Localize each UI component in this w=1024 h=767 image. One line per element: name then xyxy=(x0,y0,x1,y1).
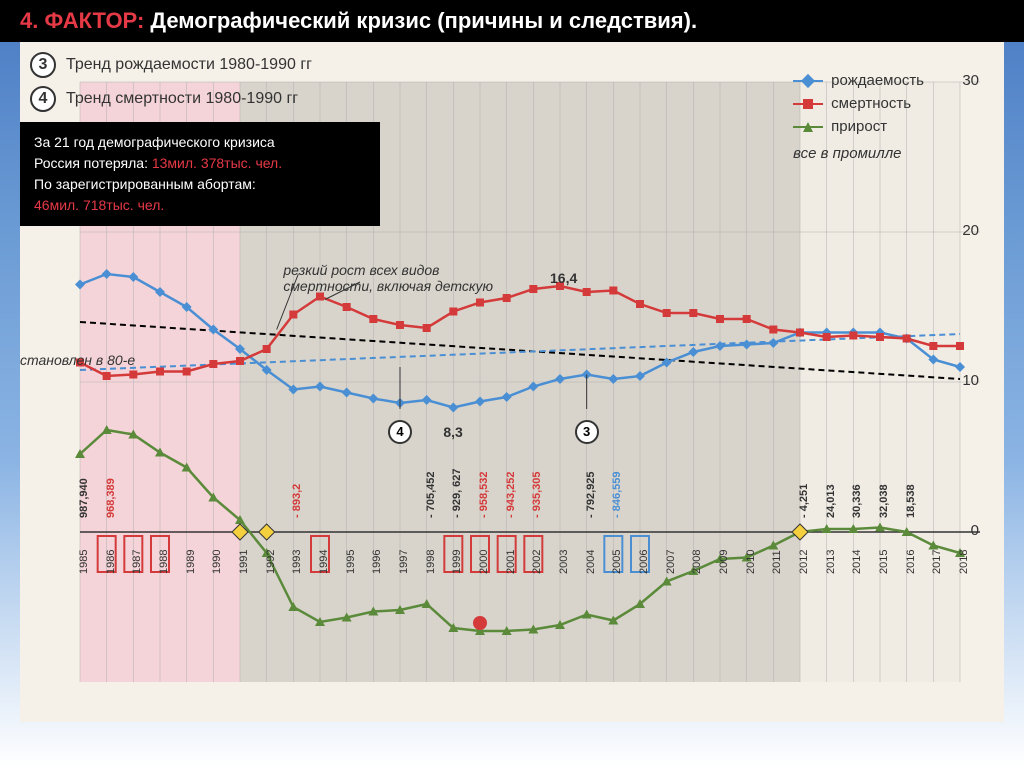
legend-death: смертность xyxy=(793,95,924,112)
year-label: 2005 xyxy=(611,550,623,574)
year-label: 2011 xyxy=(771,550,783,574)
year-label: 1985 xyxy=(78,550,90,574)
callout-3: 3 xyxy=(575,420,599,444)
year-label: 1986 xyxy=(105,550,117,574)
legend-marker-growth xyxy=(793,126,823,128)
trend-label-4: Тренд смертности 1980-1990 гг xyxy=(66,90,298,108)
trend-circle-4: 4 xyxy=(30,86,56,112)
annotation-sharp-rise: резкий рост всех видов смертности, включ… xyxy=(283,262,513,294)
vertical-data-label: - 846,559 xyxy=(611,472,623,518)
legend-marker-birth xyxy=(793,80,823,82)
vertical-data-label: - 935,305 xyxy=(531,472,543,518)
trend-label-3: Тренд рождаемости 1980-1990 гг xyxy=(66,56,312,74)
vertical-data-label: - 929, 627 xyxy=(451,468,463,518)
crisis-line4: 46мил. 718тыс. чел. xyxy=(34,195,366,216)
vertical-data-label: - 893,2 xyxy=(291,484,303,518)
trend-item-4: 4 Тренд смертности 1980-1990 гг xyxy=(30,86,312,112)
vertical-data-label: 968,389 xyxy=(105,478,117,518)
crisis-line3: По зарегистрированным абортам: xyxy=(34,174,366,195)
vertical-data-label: 32,038 xyxy=(878,484,890,518)
year-label: 1993 xyxy=(291,550,303,574)
data-label-164: 16,4 xyxy=(550,270,577,286)
year-label: 1991 xyxy=(238,550,250,574)
title-bar: 4. ФАКТОР: Демографический кризис (причи… xyxy=(0,0,1024,42)
y-tick-label: 20 xyxy=(962,222,979,239)
year-label: 2008 xyxy=(691,550,703,574)
year-label: 1990 xyxy=(211,550,223,574)
vertical-data-label: 987,940 xyxy=(78,478,90,518)
factor-label: 4. ФАКТОР: xyxy=(20,8,144,33)
year-label: 1999 xyxy=(451,550,463,574)
legend-marker-death xyxy=(793,103,823,105)
year-label: 1998 xyxy=(425,550,437,574)
trend-circle-3: 3 xyxy=(30,52,56,78)
year-label: 1989 xyxy=(185,550,197,574)
year-label: 2003 xyxy=(558,550,570,574)
annotation-stopped-80s: становлен в 80-е xyxy=(20,352,135,368)
year-label: 2000 xyxy=(478,550,490,574)
year-label: 1994 xyxy=(318,550,330,574)
callout-4: 4 xyxy=(388,420,412,444)
year-label: 2006 xyxy=(638,550,650,574)
crisis-line2: Россия потеряла: 13мил. 378тыс. чел. xyxy=(34,153,366,174)
vertical-data-label: 30,336 xyxy=(851,484,863,518)
year-label: 2001 xyxy=(505,550,517,574)
chart-container: 3 Тренд рождаемости 1980-1990 гг 4 Тренд… xyxy=(20,42,1004,722)
vertical-data-label: - 943,252 xyxy=(505,472,517,518)
year-label: 2010 xyxy=(745,550,757,574)
vertical-data-label: 24,013 xyxy=(825,484,837,518)
year-label: 1996 xyxy=(371,550,383,574)
year-label: 1995 xyxy=(345,550,357,574)
year-label: 2017 xyxy=(931,550,943,574)
year-label: 2004 xyxy=(585,550,597,574)
year-label: 1987 xyxy=(131,550,143,574)
y-tick-label: 0 xyxy=(971,522,979,539)
legend-label-growth: прирост xyxy=(831,118,887,135)
year-label: 2002 xyxy=(531,550,543,574)
vertical-data-label: 18,538 xyxy=(905,484,917,518)
year-label: 2016 xyxy=(905,550,917,574)
legend-note: все в промилле xyxy=(793,145,924,162)
vertical-data-label: - 705,452 xyxy=(425,472,437,518)
year-label: 2015 xyxy=(878,550,890,574)
crisis-line1: За 21 год демографического кризиса xyxy=(34,132,366,153)
legend-growth: прирост xyxy=(793,118,924,135)
vertical-data-label: - 958,532 xyxy=(478,472,490,518)
vertical-data-label: - 792,925 xyxy=(585,472,597,518)
year-label: 2018 xyxy=(958,550,970,574)
legend-label-death: смертность xyxy=(831,95,911,112)
year-label: 2013 xyxy=(825,550,837,574)
year-label: 2014 xyxy=(851,550,863,574)
year-label: 1992 xyxy=(265,550,277,574)
trend-item-3: 3 Тренд рождаемости 1980-1990 гг xyxy=(30,52,312,78)
year-label: 1988 xyxy=(158,550,170,574)
vertical-data-label: - 4,251 xyxy=(798,484,810,518)
legend-birth: рождаемость xyxy=(793,72,924,89)
y-tick-label: 10 xyxy=(962,372,979,389)
year-label: 2009 xyxy=(718,550,730,574)
data-label-83: 8,3 xyxy=(443,424,462,440)
trend-labels: 3 Тренд рождаемости 1980-1990 гг 4 Тренд… xyxy=(30,52,312,112)
y-tick-label: 30 xyxy=(962,72,979,89)
legend: рождаемость смертность прирост все в про… xyxy=(793,72,924,162)
legend-label-birth: рождаемость xyxy=(831,72,924,89)
crisis-info-box: За 21 год демографического кризиса Росси… xyxy=(20,122,380,226)
year-label: 2012 xyxy=(798,550,810,574)
year-label: 2007 xyxy=(665,550,677,574)
title-text: Демографический кризис (причины и следст… xyxy=(150,8,697,33)
year-label: 1997 xyxy=(398,550,410,574)
